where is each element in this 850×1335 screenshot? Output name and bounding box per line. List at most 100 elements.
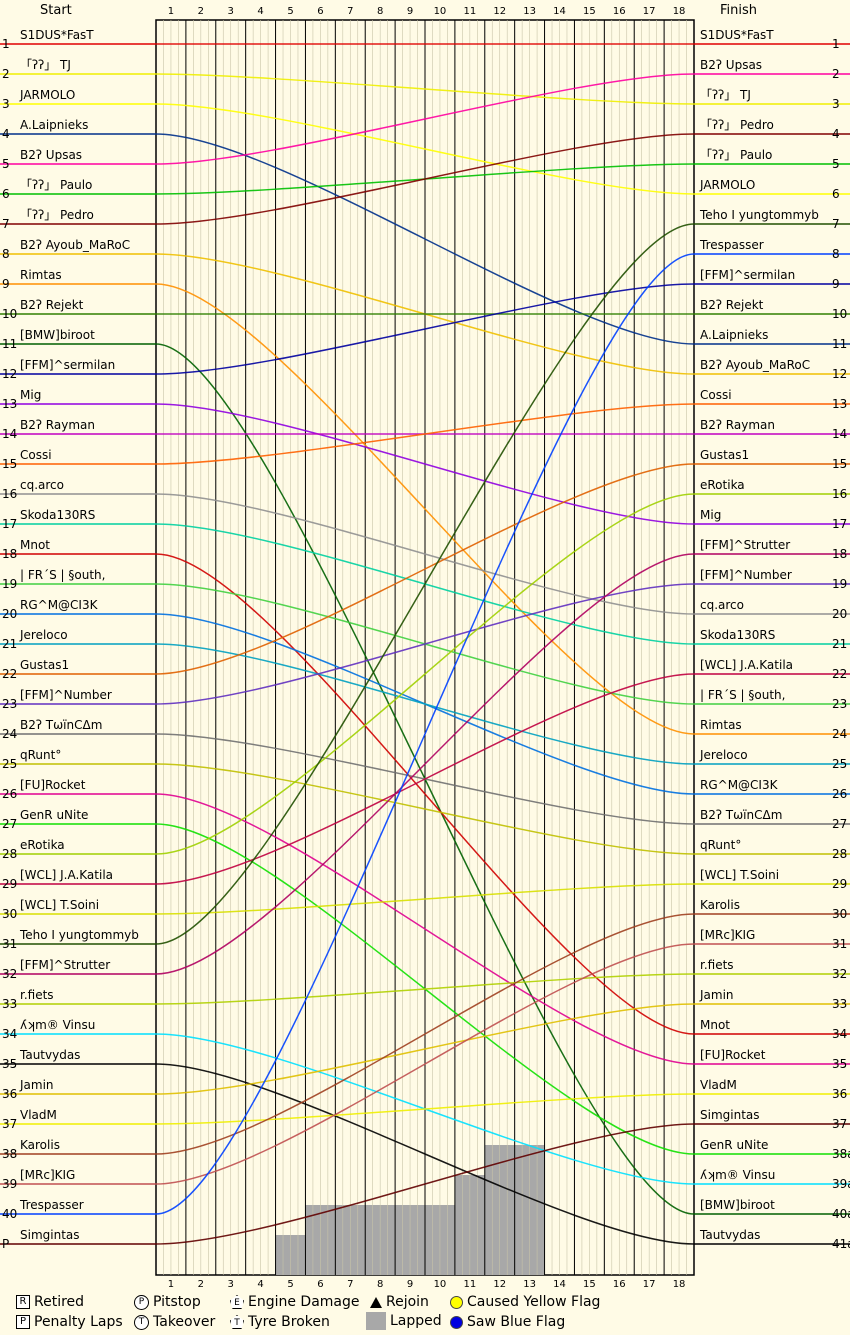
- lap-number-bottom: 8: [377, 1279, 383, 1290]
- position-number-left: 18: [2, 547, 17, 561]
- driver-position-path: [155, 943, 695, 1185]
- driver-lines: [0, 43, 850, 1245]
- driver-finish-label: GenR uNite: [700, 1138, 768, 1152]
- driver-start-label: [FFM]^Strutter: [20, 958, 110, 972]
- retired-icon: R: [16, 1295, 30, 1309]
- legend-yellow: Caused Yellow Flag: [450, 1294, 600, 1310]
- lap-number-top: 10: [434, 6, 447, 17]
- position-number-right: 14: [832, 427, 847, 441]
- legend-blue: Saw Blue Flag: [450, 1314, 565, 1330]
- position-number-left: 6: [2, 187, 10, 201]
- driver-finish-label: 「ʔʔ」 Pedro: [700, 118, 774, 132]
- yellow-flag-icon: [450, 1295, 463, 1309]
- position-number-right: 17: [832, 517, 847, 531]
- position-number-left: 11: [2, 337, 17, 351]
- driver-start-label: S1DUS*FasT: [20, 28, 94, 42]
- driver-finish-label: [FFM]^Number: [700, 568, 792, 582]
- legend-blue-label: Saw Blue Flag: [467, 1314, 566, 1330]
- position-number-left: 3: [2, 97, 10, 111]
- driver-finish-label: Mig: [700, 508, 721, 522]
- driver-start-label: ʎʞm® Vinsu: [20, 1018, 95, 1032]
- driver-start-label: [FFM]^sermilan: [20, 358, 115, 372]
- position-number-right: 28: [832, 847, 847, 861]
- lap-number-top: 7: [347, 6, 353, 17]
- position-number-left: 22: [2, 667, 17, 681]
- lap-number-bottom: 11: [463, 1279, 476, 1290]
- position-number-right: 35: [832, 1057, 847, 1071]
- driver-start-label: eRotika: [20, 838, 65, 852]
- position-number-right: 20: [832, 607, 847, 621]
- driver-finish-label: RG^M@CI3K: [700, 778, 779, 792]
- driver-position-path: [155, 673, 695, 885]
- position-number-right: 30: [832, 907, 847, 921]
- position-number-left: 40: [2, 1207, 17, 1221]
- position-number-right: 36: [832, 1087, 847, 1101]
- driver-start-label: [WCL] J.A.Katila: [20, 868, 113, 882]
- driver-start-label: Teho I yungtommyb: [19, 928, 139, 942]
- driver-start-label: B2ʔ Rayman: [20, 418, 95, 432]
- lapped-icon: [366, 1312, 386, 1330]
- driver-finish-label: eRotika: [700, 478, 745, 492]
- driver-start-label: JARMOLO: [19, 88, 75, 102]
- lap-number-bottom: 17: [643, 1279, 656, 1290]
- takeover-icon: T: [134, 1314, 149, 1330]
- driver-position-path: [155, 493, 695, 855]
- driver-position-path: [155, 583, 695, 705]
- driver-start-label: Skoda130RS: [20, 508, 95, 522]
- legend-rejoin: Rejoin: [370, 1294, 429, 1310]
- driver-position-path: [155, 553, 695, 1035]
- legend-retired-label: Retired: [34, 1294, 85, 1310]
- driver-start-label: [MRc]KIG: [20, 1168, 75, 1182]
- driver-finish-label: [FFM]^Strutter: [700, 538, 790, 552]
- position-number-left: 14: [2, 427, 17, 441]
- driver-finish-label: B2ʔ Ayoub_MaRoC: [700, 358, 810, 372]
- driver-position-path: [155, 103, 695, 195]
- lap-number-bottom: 5: [287, 1279, 293, 1290]
- position-number-right: 3: [832, 97, 840, 111]
- rejoin-icon: [370, 1296, 382, 1308]
- position-number-right: 37: [832, 1117, 847, 1131]
- driver-start-label: GenR uNite: [20, 808, 88, 822]
- driver-position-path: [155, 1003, 695, 1095]
- lap-number-top: 17: [643, 6, 656, 17]
- driver-finish-label: 「ʔʔ」 TJ: [700, 88, 751, 102]
- driver-position-path: [155, 253, 695, 1215]
- position-number-right: 25: [832, 757, 847, 771]
- position-number-right: 9: [832, 277, 840, 291]
- lap-number-top: 8: [377, 6, 383, 17]
- driver-position-path: [155, 793, 695, 1065]
- position-number-right: 33: [832, 997, 847, 1011]
- driver-position-path: [155, 223, 695, 945]
- driver-start-label: [WCL] T.Soini: [20, 898, 99, 912]
- position-number-left: 1: [2, 37, 10, 51]
- penalty-icon: P: [16, 1315, 30, 1329]
- legend-rejoin-label: Rejoin: [386, 1294, 429, 1310]
- driver-start-label: B2ʔ Ayoub_MaRoC: [20, 238, 130, 252]
- driver-position-path: [155, 493, 695, 615]
- legend-tyre-label: Tyre Broken: [248, 1314, 330, 1330]
- driver-position-path: [155, 973, 695, 1005]
- position-number-right: 41a: [832, 1237, 850, 1251]
- driver-start-label: | FR´S | §outh,: [20, 568, 105, 582]
- legend-takeover: T Takeover: [134, 1314, 215, 1330]
- driver-finish-label: VladM: [700, 1078, 737, 1092]
- position-number-left: 16: [2, 487, 17, 501]
- driver-finish-label: [BMW]biroot: [700, 1198, 775, 1212]
- position-number-left: 21: [2, 637, 17, 651]
- position-number-right: 22: [832, 667, 847, 681]
- lap-number-top: 4: [257, 6, 263, 17]
- legend-lapped: Lapped: [366, 1312, 442, 1330]
- position-number-left: 29: [2, 877, 17, 891]
- driver-start-label: B2ʔ TωïnCΔm: [20, 718, 102, 732]
- position-number-left: 12: [2, 367, 17, 381]
- position-number-right: 38a: [832, 1147, 850, 1161]
- position-number-right: 32: [832, 967, 847, 981]
- driver-finish-label: Jamin: [699, 988, 734, 1002]
- driver-finish-label: B2ʔ Rayman: [700, 418, 775, 432]
- legend-tyre: T Tyre Broken: [230, 1314, 330, 1330]
- driver-finish-label: [MRc]KIG: [700, 928, 755, 942]
- driver-labels: 1234567891011121314151617181920212223242…: [2, 28, 850, 1251]
- position-number-right: 24: [832, 727, 847, 741]
- position-number-right: 13: [832, 397, 847, 411]
- position-number-left: 39: [2, 1177, 17, 1191]
